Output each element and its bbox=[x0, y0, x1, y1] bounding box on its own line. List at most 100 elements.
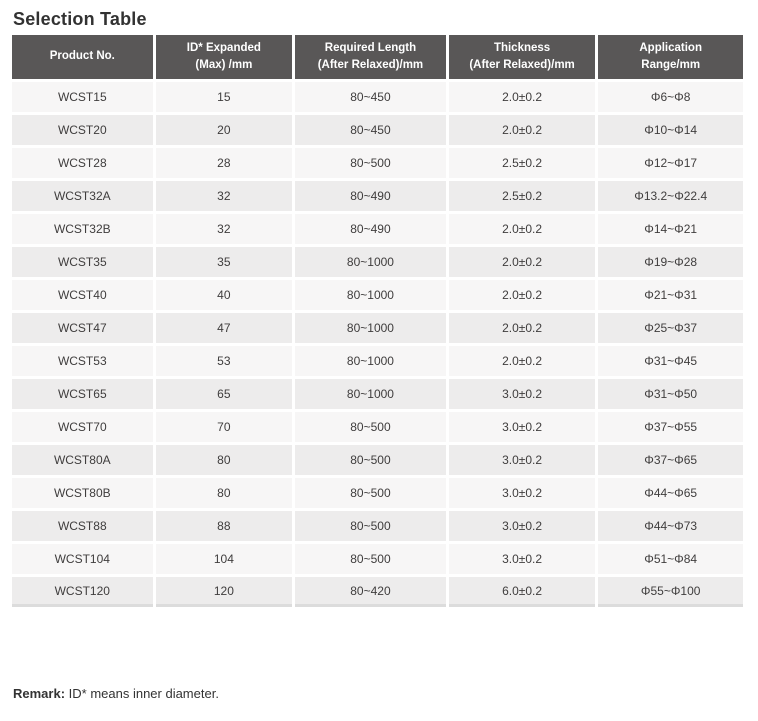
table-cell: Φ19~Φ28 bbox=[598, 247, 743, 278]
table-cell: 28 bbox=[155, 148, 293, 179]
table-cell: 2.0±0.2 bbox=[448, 280, 596, 311]
table-cell: 80~450 bbox=[295, 115, 446, 146]
table-cell: 80~500 bbox=[295, 511, 446, 542]
table-cell: WCST32A bbox=[12, 181, 153, 212]
table-cell: 80~490 bbox=[295, 214, 446, 245]
column-header-thickness: Thickness (After Relaxed)/mm bbox=[448, 35, 596, 80]
table-cell: 47 bbox=[155, 313, 293, 344]
table-cell: 104 bbox=[155, 544, 293, 575]
remark: Remark: ID* means inner diameter. bbox=[13, 686, 219, 703]
table-cell: WCST15 bbox=[12, 82, 153, 113]
table-cell: WCST47 bbox=[12, 313, 153, 344]
table-cell: Φ55~Φ100 bbox=[598, 577, 743, 608]
table-row: WCST80A 80 80~500 3.0±0.2 Φ37~Φ65 bbox=[12, 445, 743, 476]
table-cell: 65 bbox=[155, 379, 293, 410]
table-cell: 2.0±0.2 bbox=[448, 115, 596, 146]
table-cell: Φ14~Φ21 bbox=[598, 214, 743, 245]
table-cell: 80~1000 bbox=[295, 346, 446, 377]
table-cell: WCST32B bbox=[12, 214, 153, 245]
table-row: WCST35 35 80~1000 2.0±0.2 Φ19~Φ28 bbox=[12, 247, 743, 278]
table-row: WCST104 104 80~500 3.0±0.2 Φ51~Φ84 bbox=[12, 544, 743, 575]
table-cell: 80~500 bbox=[295, 148, 446, 179]
column-header-product-no: Product No. bbox=[12, 35, 153, 80]
table-cell: 80~490 bbox=[295, 181, 446, 212]
table-row: WCST120 120 80~420 6.0±0.2 Φ55~Φ100 bbox=[12, 577, 743, 608]
table-cell: 3.0±0.2 bbox=[448, 478, 596, 509]
table-cell: 80~1000 bbox=[295, 280, 446, 311]
table-cell: Φ44~Φ73 bbox=[598, 511, 743, 542]
table-cell: 80~500 bbox=[295, 412, 446, 443]
column-header-id-expanded: ID* Expanded (Max) /mm bbox=[155, 35, 293, 80]
table-row: WCST80B 80 80~500 3.0±0.2 Φ44~Φ65 bbox=[12, 478, 743, 509]
table-row: WCST20 20 80~450 2.0±0.2 Φ10~Φ14 bbox=[12, 115, 743, 146]
table-cell: WCST104 bbox=[12, 544, 153, 575]
table-cell: Φ6~Φ8 bbox=[598, 82, 743, 113]
table-cell: 2.0±0.2 bbox=[448, 313, 596, 344]
table-row: WCST15 15 80~450 2.0±0.2 Φ6~Φ8 bbox=[12, 82, 743, 113]
selection-table: Product No. ID* Expanded (Max) /mm Requi… bbox=[9, 32, 746, 610]
table-cell: 40 bbox=[155, 280, 293, 311]
table-row: WCST32B 32 80~490 2.0±0.2 Φ14~Φ21 bbox=[12, 214, 743, 245]
table-cell: 80~1000 bbox=[295, 247, 446, 278]
page-title: Selection Table bbox=[13, 9, 147, 29]
table-cell: WCST40 bbox=[12, 280, 153, 311]
table-row: WCST53 53 80~1000 2.0±0.2 Φ31~Φ45 bbox=[12, 346, 743, 377]
table-cell: 70 bbox=[155, 412, 293, 443]
table-cell: 88 bbox=[155, 511, 293, 542]
table-cell: 53 bbox=[155, 346, 293, 377]
table-cell: 2.0±0.2 bbox=[448, 346, 596, 377]
table-cell: 32 bbox=[155, 181, 293, 212]
remark-text: ID* means inner diameter. bbox=[65, 686, 219, 701]
table-cell: 3.0±0.2 bbox=[448, 412, 596, 443]
table-cell: Φ13.2~Φ22.4 bbox=[598, 181, 743, 212]
table-row: WCST88 88 80~500 3.0±0.2 Φ44~Φ73 bbox=[12, 511, 743, 542]
table-cell: 2.5±0.2 bbox=[448, 148, 596, 179]
table-cell: 3.0±0.2 bbox=[448, 379, 596, 410]
remark-label: Remark: bbox=[13, 686, 66, 701]
table-cell: 80 bbox=[155, 445, 293, 476]
table-cell: 80 bbox=[155, 478, 293, 509]
table-cell: Φ31~Φ45 bbox=[598, 346, 743, 377]
table-cell: WCST88 bbox=[12, 511, 153, 542]
table-cell: 32 bbox=[155, 214, 293, 245]
table-cell: Φ12~Φ17 bbox=[598, 148, 743, 179]
column-header-application-range: Application Range/mm bbox=[598, 35, 743, 80]
column-header-required-length: Required Length (After Relaxed)/mm bbox=[295, 35, 446, 80]
table-cell: Φ25~Φ37 bbox=[598, 313, 743, 344]
table-cell: 120 bbox=[155, 577, 293, 608]
table-cell: 2.0±0.2 bbox=[448, 247, 596, 278]
table-cell: WCST28 bbox=[12, 148, 153, 179]
table-row: WCST40 40 80~1000 2.0±0.2 Φ21~Φ31 bbox=[12, 280, 743, 311]
table-row: WCST70 70 80~500 3.0±0.2 Φ37~Φ55 bbox=[12, 412, 743, 443]
table-cell: 80~450 bbox=[295, 82, 446, 113]
table-cell: 80~1000 bbox=[295, 313, 446, 344]
table-row: WCST28 28 80~500 2.5±0.2 Φ12~Φ17 bbox=[12, 148, 743, 179]
table-cell: WCST20 bbox=[12, 115, 153, 146]
table-cell: WCST80B bbox=[12, 478, 153, 509]
table-cell: 80~500 bbox=[295, 478, 446, 509]
table-cell: WCST35 bbox=[12, 247, 153, 278]
table-cell: 3.0±0.2 bbox=[448, 511, 596, 542]
table-header-row: Product No. ID* Expanded (Max) /mm Requi… bbox=[12, 35, 743, 80]
table-cell: Φ37~Φ55 bbox=[598, 412, 743, 443]
table-cell: WCST80A bbox=[12, 445, 153, 476]
table-cell: 2.5±0.2 bbox=[448, 181, 596, 212]
table-cell: 2.0±0.2 bbox=[448, 214, 596, 245]
table-cell: Φ21~Φ31 bbox=[598, 280, 743, 311]
table-cell: 80~500 bbox=[295, 544, 446, 575]
table-cell: Φ51~Φ84 bbox=[598, 544, 743, 575]
table-row: WCST32A 32 80~490 2.5±0.2 Φ13.2~Φ22.4 bbox=[12, 181, 743, 212]
table-cell: 35 bbox=[155, 247, 293, 278]
table-body: WCST15 15 80~450 2.0±0.2 Φ6~Φ8 WCST20 20 80~450… bbox=[12, 82, 743, 608]
table-cell: Φ31~Φ50 bbox=[598, 379, 743, 410]
table-row: WCST65 65 80~1000 3.0±0.2 Φ31~Φ50 bbox=[12, 379, 743, 410]
table-cell: 2.0±0.2 bbox=[448, 82, 596, 113]
table-cell: 80~1000 bbox=[295, 379, 446, 410]
table-cell: Φ10~Φ14 bbox=[598, 115, 743, 146]
table-cell: WCST65 bbox=[12, 379, 153, 410]
table-header: Product No. ID* Expanded (Max) /mm Requi… bbox=[12, 35, 743, 80]
table-cell: Φ44~Φ65 bbox=[598, 478, 743, 509]
table-cell: Φ37~Φ65 bbox=[598, 445, 743, 476]
table-cell: 3.0±0.2 bbox=[448, 544, 596, 575]
